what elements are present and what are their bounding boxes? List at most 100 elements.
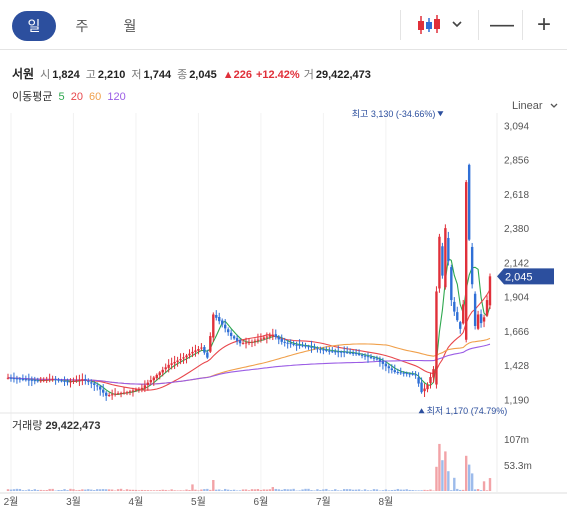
candle xyxy=(462,299,465,325)
candle-body xyxy=(110,394,114,396)
candle xyxy=(331,346,334,353)
open-value: 1,824 xyxy=(52,69,80,81)
candle-body xyxy=(57,379,60,381)
candle-body xyxy=(473,293,477,326)
volume-bar xyxy=(223,488,227,491)
candle-body xyxy=(450,267,453,301)
candle xyxy=(467,163,471,241)
candle xyxy=(21,374,25,382)
candle xyxy=(259,333,263,343)
candle-body xyxy=(277,336,280,340)
volume-bar xyxy=(238,490,242,491)
candle-body xyxy=(155,374,158,379)
candle-body xyxy=(131,390,135,392)
volume-bar xyxy=(271,487,275,491)
candle-body xyxy=(283,341,286,343)
candle-body xyxy=(244,342,248,344)
volume-bar xyxy=(313,490,316,491)
candle xyxy=(453,297,456,316)
candle xyxy=(122,387,126,395)
candle xyxy=(286,339,289,349)
zoom-in-button[interactable]: + xyxy=(536,11,551,38)
volume-bar xyxy=(387,490,391,491)
candle xyxy=(149,375,153,385)
volume-bar xyxy=(488,478,492,491)
volume-bar xyxy=(467,464,471,491)
candle xyxy=(482,314,486,328)
candle-body xyxy=(411,373,414,375)
zoom-out-button[interactable]: — xyxy=(490,11,514,38)
candle xyxy=(215,310,218,321)
candle xyxy=(405,371,408,377)
volume-bar xyxy=(462,489,465,491)
candle-body xyxy=(328,350,331,352)
candle-body xyxy=(107,395,111,397)
candle-body xyxy=(298,344,301,346)
volume-bar xyxy=(42,490,45,491)
candle xyxy=(390,364,394,374)
candle xyxy=(152,375,155,386)
toolbar-divider xyxy=(522,10,523,40)
candle-body xyxy=(185,355,188,358)
candle-body xyxy=(182,357,185,359)
candle xyxy=(366,352,370,363)
chart-type-dropdown[interactable] xyxy=(405,0,475,50)
moving-average-legend[interactable]: 이동평균 5 20 60 120 xyxy=(12,88,129,104)
volume-bar xyxy=(363,489,367,491)
volume-bar xyxy=(90,489,93,491)
candle xyxy=(340,350,343,358)
volume-bar xyxy=(393,489,396,491)
candle xyxy=(119,391,123,398)
candle xyxy=(423,383,426,398)
candle-body xyxy=(33,380,36,382)
period-day-button[interactable]: 일 xyxy=(12,11,56,41)
candle xyxy=(72,377,75,385)
candle xyxy=(247,338,251,346)
stock-name: 서원 xyxy=(12,67,35,81)
volume-bar xyxy=(372,489,376,491)
candle xyxy=(221,318,224,328)
candle-body xyxy=(176,360,179,363)
candle xyxy=(253,338,257,347)
candle xyxy=(51,375,54,382)
volume-bar xyxy=(215,489,218,491)
candle xyxy=(191,346,194,358)
volume-bar xyxy=(113,490,117,491)
high-label: 고 xyxy=(85,69,96,81)
ma-5: 5 xyxy=(58,91,65,103)
candle-body xyxy=(99,386,102,390)
candle xyxy=(420,377,423,394)
candle xyxy=(441,242,444,279)
volume-bar xyxy=(18,488,22,491)
candle-body xyxy=(69,381,72,383)
volume-bar xyxy=(351,489,355,491)
candle xyxy=(84,374,87,385)
candle xyxy=(158,371,161,380)
candle xyxy=(206,349,209,359)
period-week-button[interactable]: 주 xyxy=(75,18,89,34)
volume-bar xyxy=(63,489,66,491)
ma-20: 20 xyxy=(70,91,83,103)
candle-body xyxy=(435,291,438,385)
x-tick-label: 8월 xyxy=(378,496,393,508)
volume-bar xyxy=(417,490,420,491)
candle-body xyxy=(15,378,19,380)
candle xyxy=(107,392,111,397)
candle-body xyxy=(488,276,492,306)
candle xyxy=(384,360,388,372)
period-month-button[interactable]: 월 xyxy=(123,18,137,34)
candle-body xyxy=(485,300,489,316)
y-tick-label: 1,904 xyxy=(504,293,529,304)
candle xyxy=(188,349,191,359)
candle-body xyxy=(340,351,343,353)
svg-text:최저 1,170 (74.79%): 최저 1,170 (74.79%) xyxy=(427,406,508,416)
volume-bar xyxy=(464,455,468,491)
volume-bar xyxy=(173,490,176,491)
candle xyxy=(289,339,292,348)
candle xyxy=(334,348,337,355)
volume-bar xyxy=(218,489,221,491)
candle xyxy=(45,376,48,383)
candle-body xyxy=(247,342,251,344)
scale-selector[interactable]: Linear xyxy=(512,100,559,112)
candle-body xyxy=(343,351,346,353)
